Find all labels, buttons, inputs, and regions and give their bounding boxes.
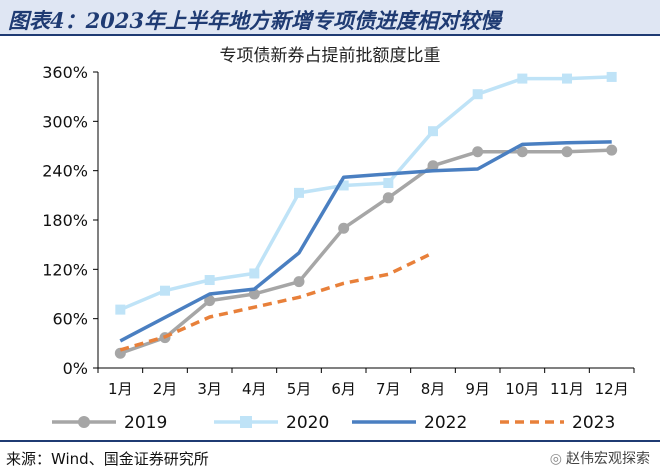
x-tick-label: 3月 <box>197 380 222 398</box>
watermark: ◎ 赵伟宏观探索 <box>550 448 650 468</box>
series-2020 <box>115 71 617 315</box>
data-point <box>561 146 573 158</box>
x-tick-label: 10月 <box>505 380 539 398</box>
data-point <box>294 187 304 198</box>
x-tick-label: 7月 <box>376 380 401 398</box>
line-chart: 专项债新券占提前批额度比重 0% 60% 120% 180% 240% 300% 360% 1… <box>42 46 635 433</box>
x-tick-label: 1月 <box>108 380 133 398</box>
x-tick-label: 11月 <box>550 380 584 398</box>
data-point <box>516 146 528 158</box>
series-line-2022 <box>119 140 612 343</box>
y-tick-label: 300% <box>42 112 88 131</box>
data-point <box>338 222 350 234</box>
x-tick-label: 6月 <box>331 380 356 398</box>
data-point <box>427 160 439 172</box>
x-tick-label: 4月 <box>242 380 267 398</box>
x-tick-label: 9月 <box>465 380 490 398</box>
watermark-text: 赵伟宏观探索 <box>566 451 650 467</box>
data-point <box>115 304 126 315</box>
x-tick-label: 2月 <box>153 380 178 398</box>
series-2023 <box>119 251 434 352</box>
data-point <box>249 268 260 279</box>
series-2019 <box>114 144 618 359</box>
legend-label-2023: 2023 <box>572 413 615 433</box>
legend-label-2020: 2020 <box>286 413 329 433</box>
data-point <box>160 285 170 296</box>
wechat-icon: ◎ <box>549 451 562 467</box>
series-line-2020 <box>119 75 612 312</box>
data-point <box>338 180 349 191</box>
y-tick-label: 180% <box>42 211 88 230</box>
data-point <box>382 192 394 204</box>
data-point <box>293 276 305 288</box>
y-tick-label: 360% <box>42 63 88 82</box>
series-2022 <box>119 140 612 343</box>
y-tick-label: 60% <box>52 310 88 329</box>
data-point <box>248 288 260 300</box>
data-point <box>562 73 572 84</box>
chart-axes: 0% 60% 120% 180% 240% 300% 360% 1月 2月 3月 4月 5月 6月 7月 8… <box>42 63 635 398</box>
data-point <box>383 178 394 188</box>
y-tick-label: 240% <box>42 162 88 181</box>
data-point <box>606 71 617 82</box>
data-point <box>472 146 484 158</box>
data-point <box>472 89 483 100</box>
x-tick-label: 12月 <box>595 380 629 398</box>
data-point <box>428 126 438 137</box>
source-note: 来源：Wind、国金证券研究所 <box>6 450 209 468</box>
series-line-2023 <box>119 251 434 352</box>
footer-bar: 来源：Wind、国金证券研究所 ◎ 赵伟宏观探索 <box>0 440 660 474</box>
chart-series <box>114 71 618 359</box>
data-point <box>204 295 216 307</box>
legend-label-2019: 2019 <box>124 413 167 433</box>
legend-marker <box>78 416 90 428</box>
legend-label-2022: 2022 <box>424 413 467 433</box>
x-tick-label: 8月 <box>421 380 446 398</box>
data-point <box>606 144 618 156</box>
y-tick-label: 0% <box>63 359 88 378</box>
chart-legend: 2019 2020 2022 2023 <box>52 413 615 433</box>
series-line-2019 <box>119 148 612 355</box>
data-point <box>204 275 215 286</box>
chart-title: 专项债新券占提前批额度比重 <box>220 46 441 66</box>
y-tick-label: 120% <box>42 260 88 279</box>
data-point <box>517 73 528 84</box>
x-tick-label: 5月 <box>287 380 312 398</box>
page-title: 图表4：2023年上半年地方新增专项债进度相对较慢 <box>8 8 502 33</box>
legend-marker <box>240 416 252 428</box>
header-bar: 图表4：2023年上半年地方新增专项债进度相对较慢 <box>0 0 660 36</box>
